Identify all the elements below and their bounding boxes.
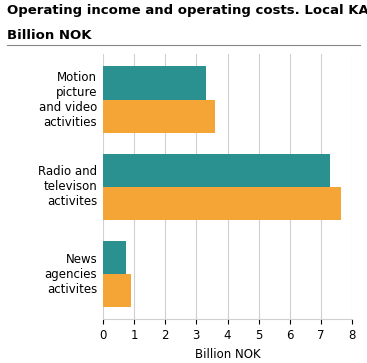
Bar	[103, 187, 341, 220]
Bar	[103, 274, 131, 307]
Text: Operating income and operating costs. Local KAUs. 2005.: Operating income and operating costs. Lo…	[7, 4, 367, 17]
Bar	[103, 66, 206, 100]
Bar	[103, 154, 331, 187]
Bar	[103, 100, 215, 133]
Bar	[103, 241, 126, 274]
X-axis label: Billion NOK: Billion NOK	[195, 348, 260, 361]
Text: Billion NOK: Billion NOK	[7, 29, 92, 42]
